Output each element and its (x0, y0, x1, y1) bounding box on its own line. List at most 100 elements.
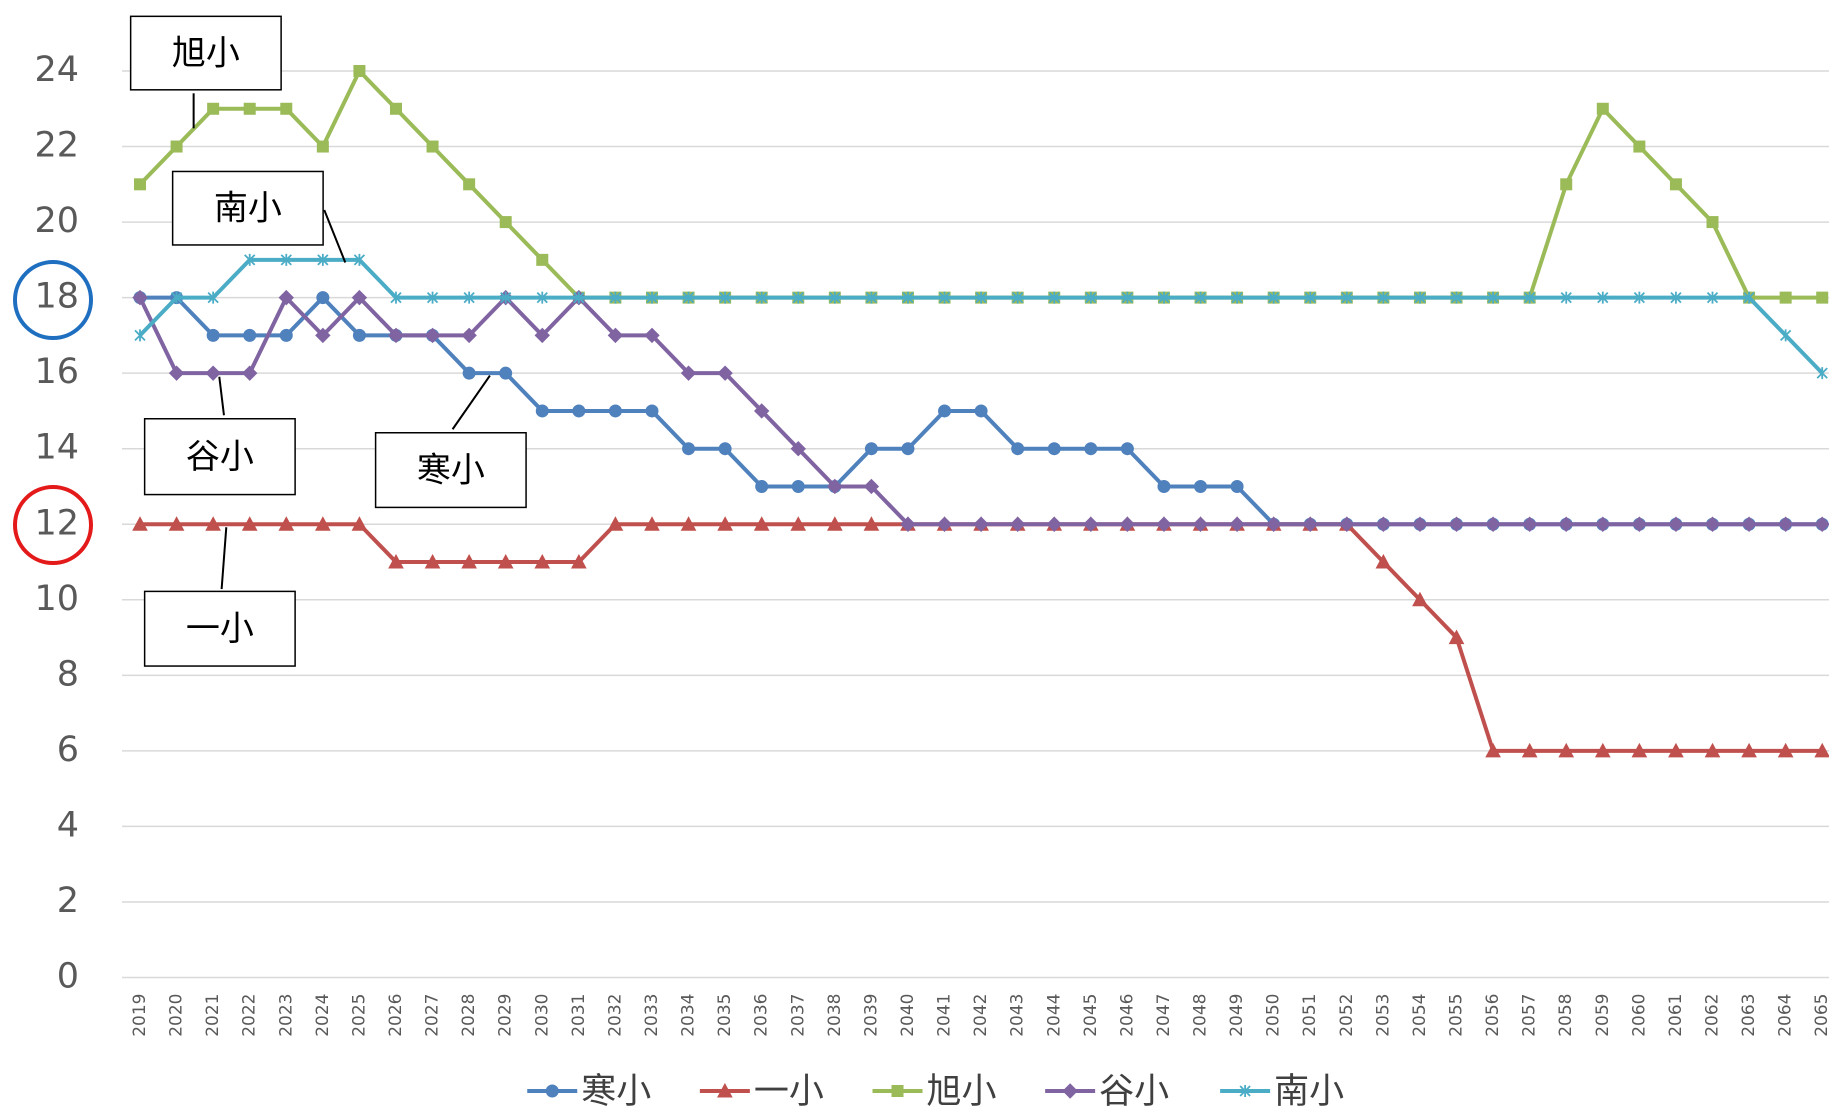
marker (351, 516, 368, 531)
x-tick-label: 2064 (1776, 994, 1796, 1037)
marker (1558, 516, 1574, 532)
marker (1448, 516, 1465, 532)
marker (1448, 629, 1465, 645)
marker (1524, 291, 1536, 304)
marker (1119, 516, 1136, 532)
marker (1704, 742, 1721, 758)
marker (1085, 291, 1097, 304)
marker (536, 291, 548, 304)
marker (571, 553, 587, 569)
marker (609, 291, 622, 304)
marker (168, 516, 185, 531)
marker (1777, 516, 1794, 532)
marker (534, 327, 550, 344)
marker (497, 553, 514, 569)
marker (644, 516, 660, 531)
marker (936, 516, 953, 532)
marker (388, 327, 404, 344)
marker (1485, 516, 1501, 532)
marker (791, 479, 805, 493)
x-tick-label: 2045 (1081, 994, 1101, 1037)
marker (1194, 291, 1207, 304)
annotation: 谷小 (186, 437, 254, 477)
marker (1560, 291, 1572, 304)
marker (1083, 516, 1099, 532)
annotation-box (143, 590, 296, 667)
marker (499, 216, 512, 229)
marker (534, 553, 551, 569)
marker (973, 516, 989, 532)
marker (1596, 102, 1609, 115)
x-tick-label: 2020 (167, 994, 187, 1037)
series-line (140, 522, 1823, 753)
marker (500, 291, 512, 304)
marker (242, 365, 258, 381)
marker (134, 178, 146, 191)
marker (1814, 516, 1829, 532)
marker (682, 291, 695, 304)
legend-item: 旭小 (872, 1072, 997, 1110)
marker (1668, 742, 1684, 758)
marker (756, 291, 768, 304)
series-line (138, 257, 1824, 375)
marker (1777, 742, 1794, 758)
marker (1048, 291, 1060, 304)
x-tick-label: 2063 (1739, 994, 1759, 1037)
series (132, 516, 1829, 758)
marker (1121, 291, 1134, 304)
marker (535, 404, 549, 418)
marker (1011, 442, 1025, 456)
marker (1780, 329, 1792, 342)
series (132, 289, 1829, 532)
marker (1084, 442, 1098, 456)
marker (315, 327, 331, 344)
marker (207, 291, 219, 304)
marker (827, 478, 843, 495)
marker (205, 365, 221, 381)
y-tick-label: 2 (57, 881, 79, 921)
x-tick-label: 2023 (276, 994, 296, 1037)
x-tick-label: 2035 (715, 994, 735, 1037)
marker (717, 1082, 733, 1098)
marker (863, 516, 880, 531)
marker (891, 1085, 904, 1097)
leader-line (220, 527, 228, 590)
x-tick-label: 2056 (1483, 994, 1503, 1037)
marker (646, 291, 658, 304)
marker (1229, 516, 1245, 532)
y-tick-label: 12 (34, 503, 79, 543)
marker (206, 328, 220, 342)
annotation-box (374, 432, 527, 509)
marker (1704, 516, 1721, 532)
x-tick-label: 2019 (130, 994, 150, 1037)
marker (682, 442, 696, 456)
marker (1012, 291, 1024, 304)
x-tick-label: 2040 (898, 994, 918, 1037)
marker (134, 329, 146, 342)
marker (938, 291, 951, 304)
marker (1377, 291, 1390, 304)
marker (790, 516, 807, 531)
x-tick-label: 2038 (825, 994, 845, 1037)
y-tick-label: 10 (34, 579, 79, 619)
x-tick-label: 2022 (240, 994, 260, 1037)
marker (1302, 516, 1318, 532)
marker (1412, 516, 1428, 532)
marker (1631, 516, 1648, 532)
legend-label: 谷小 (1099, 1072, 1169, 1110)
legend-label: 旭小 (927, 1072, 997, 1110)
marker (278, 516, 295, 531)
x-tick-label: 2046 (1117, 994, 1137, 1037)
x-tick-label: 2025 (349, 994, 369, 1037)
marker (205, 516, 221, 531)
marker (1631, 742, 1648, 758)
marker (1669, 178, 1682, 191)
marker (974, 404, 988, 418)
legend-item: 寒小 (527, 1072, 651, 1110)
marker (536, 253, 549, 266)
annotation-box (129, 15, 282, 91)
marker (607, 327, 624, 344)
marker (1485, 742, 1501, 758)
marker (316, 291, 330, 305)
marker (278, 289, 294, 306)
